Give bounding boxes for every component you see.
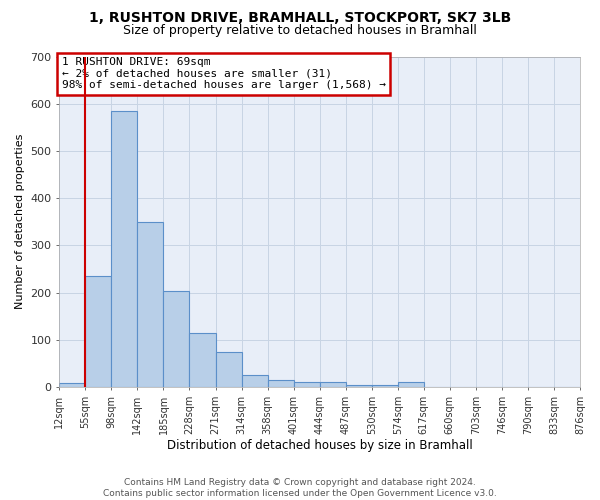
Bar [137, 222, 163, 387]
Text: 1, RUSHTON DRIVE, BRAMHALL, STOCKPORT, SK7 3LB: 1, RUSHTON DRIVE, BRAMHALL, STOCKPORT, S… [89, 11, 511, 25]
Bar [190, 332, 215, 387]
Bar [398, 382, 424, 387]
Y-axis label: Number of detached properties: Number of detached properties [15, 134, 25, 310]
Bar [59, 383, 85, 387]
Bar [215, 352, 242, 387]
X-axis label: Distribution of detached houses by size in Bramhall: Distribution of detached houses by size … [167, 440, 473, 452]
Bar [85, 276, 112, 387]
Text: 1 RUSHTON DRIVE: 69sqm
← 2% of detached houses are smaller (31)
98% of semi-deta: 1 RUSHTON DRIVE: 69sqm ← 2% of detached … [62, 57, 386, 90]
Bar [320, 382, 346, 387]
Bar [268, 380, 293, 387]
Text: Contains HM Land Registry data © Crown copyright and database right 2024.
Contai: Contains HM Land Registry data © Crown c… [103, 478, 497, 498]
Bar [293, 382, 320, 387]
Bar [372, 384, 398, 387]
Bar [242, 375, 268, 387]
Bar [346, 384, 372, 387]
Bar [163, 290, 190, 387]
Bar [112, 111, 137, 387]
Text: Size of property relative to detached houses in Bramhall: Size of property relative to detached ho… [123, 24, 477, 37]
